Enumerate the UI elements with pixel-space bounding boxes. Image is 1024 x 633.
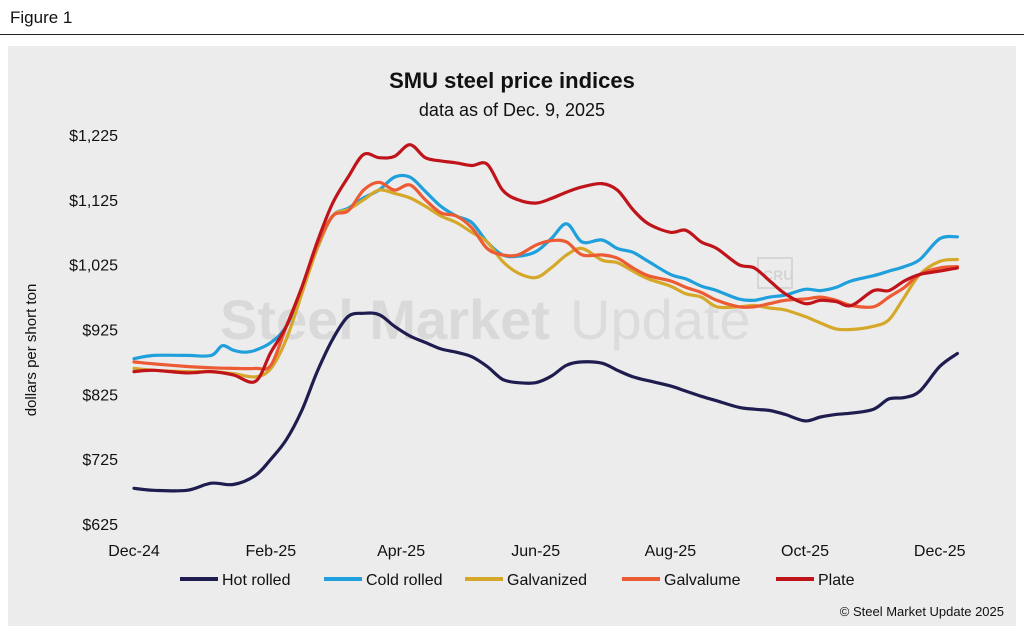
legend-label-galvalume: Galvalume <box>664 572 741 589</box>
watermark-logo-box <box>757 257 793 289</box>
legend-label-galvanized: Galvanized <box>507 572 587 589</box>
figure-header: Figure 1 <box>0 0 1024 35</box>
chart-subtitle: data as of Dec. 9, 2025 <box>419 100 605 120</box>
series-line-plate <box>132 143 959 384</box>
watermark-brand-light: Update <box>570 288 751 351</box>
copyright-credit: © Steel Market Update 2025 <box>840 604 1004 619</box>
chart-title: SMU steel price indices <box>389 68 635 93</box>
series-line-hot-rolled <box>132 311 959 493</box>
x-tick-label: Oct-25 <box>781 543 829 560</box>
x-axis-ticks: Dec-24 Feb-25 Apr-25 Jun-25 Aug-25 Oct-25 Dec-… <box>108 543 965 560</box>
x-tick-label: Aug-25 <box>645 543 697 560</box>
x-tick-label: Apr-25 <box>377 543 425 560</box>
legend: Hot rolled Cold rolled Galvanized Galvalume… <box>180 572 855 589</box>
chart-panel: Steel Market Update CRU SMU steel price … <box>8 46 1016 626</box>
series-line-galvanized <box>132 188 959 379</box>
series-line-cold-rolled <box>132 173 959 361</box>
x-tick-label: Dec-25 <box>914 543 966 560</box>
y-tick-label: $725 <box>82 452 118 469</box>
y-tick-label: $625 <box>82 517 118 534</box>
legend-label-cold-rolled: Cold rolled <box>366 572 442 589</box>
watermark-logo: CRU <box>763 267 793 283</box>
y-axis-label: dollars per short ton <box>23 284 40 417</box>
y-tick-label: $1,225 <box>69 128 118 145</box>
x-tick-label: Dec-24 <box>108 543 160 560</box>
legend-label-plate: Plate <box>818 572 855 589</box>
legend-label-hot-rolled: Hot rolled <box>222 572 290 589</box>
price-index-chart: Steel Market Update CRU SMU steel price … <box>23 68 1004 619</box>
y-tick-label: $1,125 <box>69 193 118 210</box>
series-lines <box>132 143 959 493</box>
figure-label: Figure 1 <box>10 8 73 27</box>
y-axis-ticks: $625 $725 $825 $925 $1,025 $1,125 $1,225 <box>69 128 118 534</box>
y-tick-label: $825 <box>82 387 118 404</box>
y-tick-label: $1,025 <box>69 258 118 275</box>
y-tick-label: $925 <box>82 323 118 340</box>
x-tick-label: Jun-25 <box>511 543 560 560</box>
x-tick-label: Feb-25 <box>246 543 297 560</box>
